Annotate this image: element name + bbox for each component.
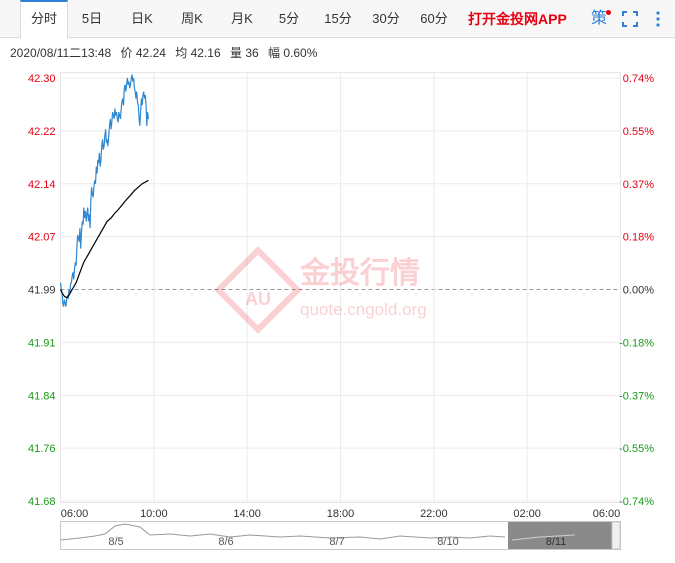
navigator-label-8-6: 8/6 xyxy=(218,536,233,548)
fullscreen-icon[interactable] xyxy=(618,0,642,38)
y-tick-label: 42.14 xyxy=(28,179,56,191)
watermark-logo-text: AU xyxy=(245,289,271,309)
tab-daily-k[interactable]: 日K xyxy=(131,11,153,26)
period-tab-bar: 分时 5日 日K 周K 月K 5分 15分 30分 60分 打开金投网APP 策 xyxy=(0,0,675,39)
quote-change: 幅 0.60% xyxy=(268,46,318,60)
quote-price: 价 42.24 xyxy=(120,46,166,60)
tab-5-day[interactable]: 5日 xyxy=(81,11,103,26)
y-tick-label: 41.99 xyxy=(28,285,56,297)
x-tick-label: 18:00 xyxy=(327,508,355,520)
navigator-label-8-7: 8/7 xyxy=(329,536,344,548)
more-menu-icon[interactable] xyxy=(648,0,668,38)
x-tick-label: 06:00 xyxy=(593,508,621,520)
y-tick-label: 41.68 xyxy=(28,496,56,508)
quote-average: 均 42.16 xyxy=(175,46,221,60)
watermark: AU 金投行情 quote.cngold.org xyxy=(214,246,427,334)
pct-tick-label: -0.55% xyxy=(619,443,654,455)
navigator-label-8-11: 8/11 xyxy=(546,536,567,548)
tab-monthly-k[interactable]: 月K xyxy=(231,11,253,26)
y-tick-label: 42.30 xyxy=(28,73,56,85)
tab-5-min[interactable]: 5分 xyxy=(278,11,300,26)
price-series-line xyxy=(59,74,149,307)
y-tick-label: 41.84 xyxy=(28,390,56,402)
navigator-label-8-10: 8/10 xyxy=(437,536,458,548)
quote-info-bar: 2020/08/11二13:48 价 42.24 均 42.16 量 36 幅 … xyxy=(10,44,323,61)
y-tick-label: 42.07 xyxy=(28,232,56,244)
open-app-link[interactable]: 打开金投网APP xyxy=(468,11,567,27)
pct-tick-label: 0.55% xyxy=(623,126,654,138)
navigator-handle[interactable] xyxy=(611,521,621,550)
x-tick-label: 22:00 xyxy=(420,508,448,520)
pct-tick-label: 0.00% xyxy=(623,285,654,297)
average-series-line xyxy=(59,179,149,299)
quote-volume: 量 36 xyxy=(229,46,259,60)
y-tick-label: 42.22 xyxy=(28,126,56,138)
pct-tick-label: -0.18% xyxy=(619,337,654,349)
pct-tick-label: -0.74% xyxy=(619,496,654,508)
x-tick-label: 10:00 xyxy=(140,508,168,520)
tab-weekly-k[interactable]: 周K xyxy=(181,11,203,26)
navigator-label-8-5: 8/5 xyxy=(108,536,123,548)
quote-datetime: 2020/08/11二13:48 xyxy=(10,46,112,60)
watermark-title: 金投行情 xyxy=(299,256,420,290)
x-tick-label: 06:00 xyxy=(61,508,89,520)
time-navigator[interactable]: 8/5 8/6 8/7 8/10 8/11 xyxy=(60,521,621,550)
tab-30-min[interactable]: 30分 xyxy=(372,11,400,26)
y-tick-label: 41.76 xyxy=(28,443,56,455)
pct-tick-label: 0.18% xyxy=(623,232,654,244)
watermark-url: quote.cngold.org xyxy=(300,300,427,319)
x-tick-label: 02:00 xyxy=(513,508,541,520)
x-tick-label: 14:00 xyxy=(233,508,261,520)
pct-tick-label: 0.37% xyxy=(623,179,654,191)
notification-dot xyxy=(606,10,611,15)
tab-15-min[interactable]: 15分 xyxy=(324,11,352,26)
pct-tick-label: 0.74% xyxy=(623,73,654,85)
tab-intraday[interactable]: 分时 xyxy=(20,0,68,39)
tab-60-min[interactable]: 60分 xyxy=(420,11,448,26)
policy-button[interactable]: 策 xyxy=(590,10,607,27)
pct-tick-label: -0.37% xyxy=(619,390,654,402)
y-tick-label: 41.91 xyxy=(28,337,56,349)
